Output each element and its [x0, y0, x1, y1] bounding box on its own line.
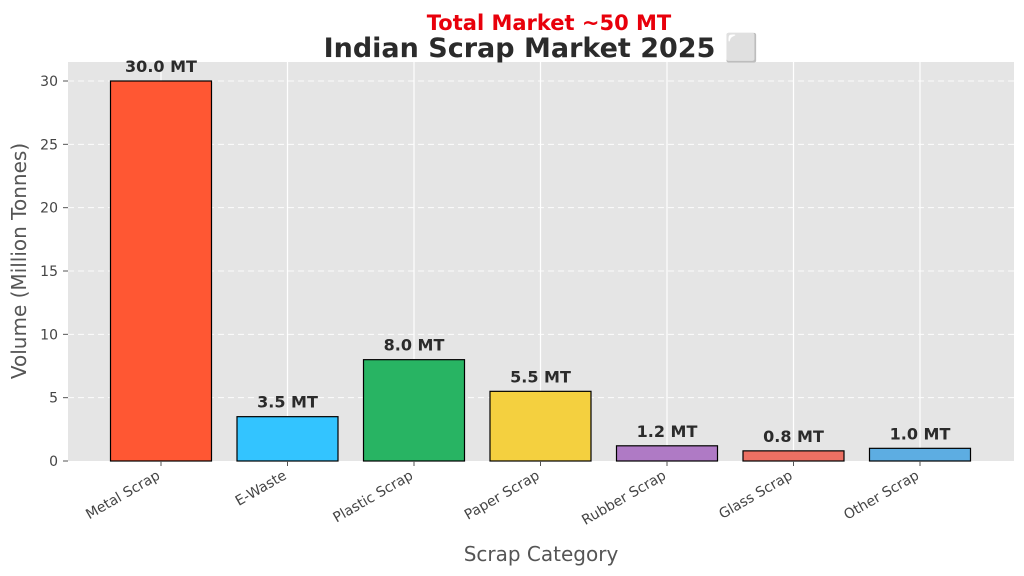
x-tick-label: Rubber Scrap	[579, 468, 669, 529]
bar-glass-scrap	[742, 450, 845, 462]
x-tick-label: Metal Scrap	[83, 468, 163, 523]
bar-e-waste	[236, 416, 339, 462]
data-label: 5.5 MT	[510, 367, 571, 386]
bar-paper-scrap	[489, 390, 592, 462]
bar-rubber-scrap	[615, 445, 719, 462]
x-tick-label: Glass Scrap	[716, 468, 795, 523]
bar-metal-scrap	[109, 80, 213, 462]
x-axis-ticks: Metal Scrap E-Waste Plastic Scrap Paper Scr…	[83, 461, 922, 529]
chart-subtitle: Total Market ~50 MT	[427, 11, 672, 35]
y-tick-label: 10	[40, 327, 58, 343]
y-tick-label: 25	[40, 137, 58, 153]
data-label: 30.0 MT	[125, 57, 197, 76]
y-tick-label: 5	[49, 391, 58, 407]
chart-title: Indian Scrap Market 2025 ⬜	[324, 32, 759, 64]
x-tick-label: Other Scrap	[841, 468, 922, 524]
y-axis-label: Volume (Million Tonnes)	[7, 143, 31, 379]
data-label: 8.0 MT	[384, 336, 445, 355]
x-tick-label: E-Waste	[233, 468, 290, 510]
y-tick-label: 20	[40, 201, 58, 217]
y-tick-label: 0	[49, 454, 58, 470]
y-tick-label: 30	[40, 74, 58, 90]
data-label: 3.5 MT	[257, 393, 318, 412]
data-labels: 30.0 MT 3.5 MT 8.0 MT 5.5 MT 1.2 MT 0.8 MT 1.0…	[125, 57, 950, 446]
bar-plastic-scrap	[362, 359, 466, 462]
data-label: 0.8 MT	[763, 427, 824, 446]
x-tick-label: Paper Scrap	[462, 468, 543, 524]
x-axis-label: Scrap Category	[464, 542, 619, 566]
y-axis-ticks: 0 5 10 15 20 25 30	[40, 74, 68, 470]
data-label: 1.0 MT	[890, 424, 951, 443]
data-label: 1.2 MT	[637, 422, 698, 441]
bars	[109, 80, 972, 462]
x-tick-label: Plastic Scrap	[330, 468, 416, 527]
y-tick-label: 15	[40, 264, 58, 280]
bar-other-scrap	[868, 447, 972, 462]
